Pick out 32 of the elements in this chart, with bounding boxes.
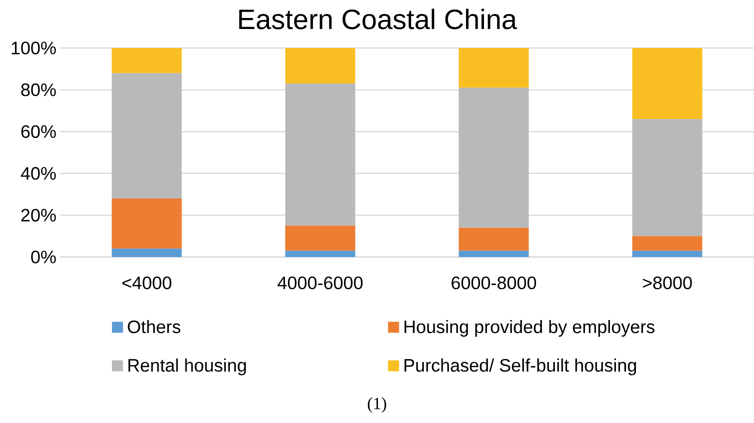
y-tick-label: 100% — [12, 42, 56, 54]
bar — [632, 119, 702, 236]
x-tick-label: <4000 — [122, 276, 172, 290]
x-tick-label: >8000 — [642, 276, 692, 290]
bar — [632, 236, 702, 251]
y-tick-label: 20% — [21, 208, 56, 222]
bar — [285, 48, 356, 84]
bar — [285, 84, 356, 226]
y-tick-label: 0% — [31, 250, 56, 264]
bar — [112, 73, 182, 198]
legend-label: Purchased/ Self-built housing — [404, 358, 636, 376]
y-tick-label: 80% — [21, 83, 56, 96]
chart-title: Eastern Coastal China — [239, 8, 518, 30]
bar — [112, 248, 182, 257]
bar — [632, 250, 702, 257]
y-tick-label: 60% — [21, 125, 56, 138]
y-tick-label: 40% — [20, 167, 56, 180]
text: (1) — [368, 397, 386, 413]
bar — [458, 228, 529, 251]
x-tick-label: 6000-8000 — [452, 276, 536, 290]
bar — [112, 48, 182, 74]
bar — [458, 48, 529, 88]
bar — [458, 250, 529, 257]
bar — [285, 226, 356, 251]
legend-label: Housing provided by employers — [404, 320, 654, 337]
bar — [112, 198, 182, 249]
legend-label: Others — [128, 320, 180, 334]
x-tick-label: 4000-6000 — [278, 276, 363, 290]
bar — [632, 48, 702, 120]
bar — [458, 88, 529, 228]
legend-label: Rental housing — [128, 358, 246, 376]
bar — [285, 250, 356, 257]
